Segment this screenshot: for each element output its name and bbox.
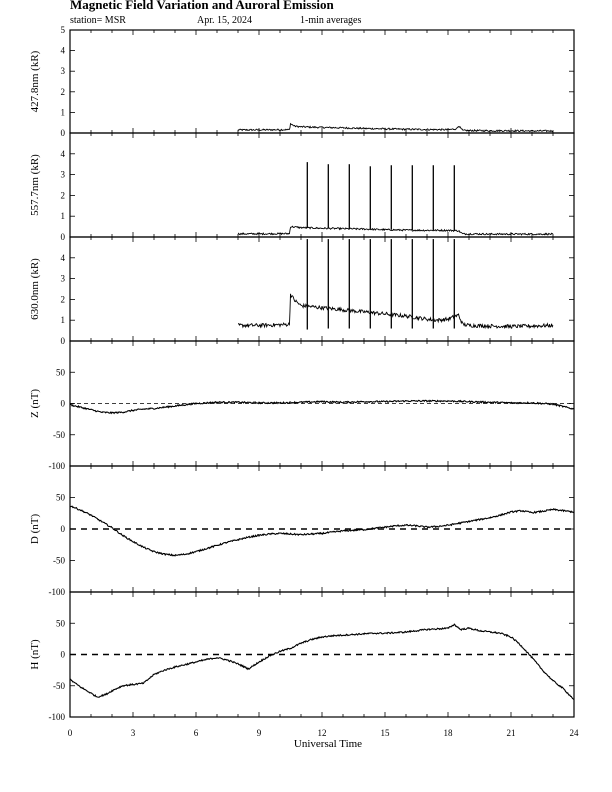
x-tick-label: 18: [444, 728, 454, 738]
panel-p5577: 0 1 2 3 4 557.7nm (kR): [29, 132, 575, 242]
x-tick-label: 12: [318, 728, 327, 738]
y-axis-title: 427.8nm (kR): [29, 50, 41, 112]
panel-frame: [69, 465, 575, 593]
y-tick-label: 5: [61, 25, 66, 35]
y-tick-label: 0: [61, 128, 66, 138]
y-axis-title: D (nT): [29, 514, 41, 545]
panel-pz: -100 -50 0 50 Z (nT): [29, 340, 575, 471]
y-axis-title: 630.0nm (kR): [29, 258, 41, 320]
panel-frame: [69, 132, 575, 238]
averaging-label: 1-min averages: [300, 15, 361, 26]
series-line: [237, 122, 554, 133]
y-tick-label: 1: [61, 211, 66, 221]
panel-p4278: 0 1 2 3 4 5 427.8nm (kR): [29, 25, 575, 138]
series-line: [70, 623, 574, 700]
y-tick-label: 0: [61, 650, 66, 660]
x-tick-label: 9: [257, 728, 262, 738]
x-tick-label: 15: [381, 728, 391, 738]
x-axis-title: Universal Time: [294, 738, 362, 750]
y-tick-label: -100: [49, 712, 66, 722]
y-tick-label: 4: [61, 149, 66, 159]
panel-p6300: 0 1 2 3 4 630.0nm (kR): [29, 236, 575, 346]
y-tick-label: 1: [61, 107, 66, 117]
station-label: station= MSR: [70, 15, 126, 26]
x-tick-label: 6: [194, 728, 199, 738]
y-tick-label: -100: [49, 461, 66, 471]
y-tick-label: 0: [61, 232, 66, 242]
panel-pd: -100 -50 0 50 D (nT): [29, 465, 575, 597]
panel-ph: -100 -50 0 50 H (nT): [29, 591, 575, 722]
y-tick-label: 4: [61, 253, 66, 263]
series-line: [70, 399, 574, 415]
y-tick-label: 1: [61, 315, 66, 325]
y-axis-title: Z (nT): [29, 389, 41, 418]
y-axis-title: 557.7nm (kR): [29, 154, 41, 216]
y-tick-label: 50: [56, 618, 66, 628]
panel-frame: [69, 29, 575, 134]
chart-title: Magnetic Field Variation and Auroral Emi…: [70, 0, 335, 12]
series-line: [237, 293, 554, 330]
y-tick-label: 4: [61, 46, 66, 56]
y-tick-label: 2: [61, 294, 66, 304]
date-label: Apr. 15, 2024: [197, 15, 252, 26]
y-tick-label: 3: [61, 66, 66, 76]
x-tick-label: 24: [570, 728, 580, 738]
y-tick-label: 50: [56, 367, 66, 377]
x-tick-label: 0: [68, 728, 73, 738]
x-tick-label: 21: [507, 728, 516, 738]
y-tick-label: 50: [56, 493, 66, 503]
y-tick-label: -50: [53, 681, 65, 691]
series-line: [237, 225, 554, 236]
panel-frame: [69, 591, 575, 718]
series-line: [70, 505, 574, 557]
y-tick-label: 0: [61, 399, 66, 409]
panel-frame: [69, 236, 575, 342]
y-axis-title: H (nT): [29, 639, 41, 670]
y-tick-label: -100: [49, 587, 66, 597]
y-tick-label: 3: [61, 170, 66, 180]
y-tick-label: 0: [61, 336, 66, 346]
x-tick-label: 3: [131, 728, 136, 738]
y-tick-label: 2: [61, 87, 66, 97]
y-tick-label: 2: [61, 190, 66, 200]
y-tick-label: -50: [53, 430, 65, 440]
y-tick-label: -50: [53, 556, 65, 566]
x-axis: 0 3 6 9 12 15 18 21 24: [68, 728, 579, 738]
y-tick-label: 0: [61, 524, 66, 534]
y-tick-label: 3: [61, 274, 66, 284]
panels: 0 1 2 3 4 5 427.8nm (kR) 0 1 2 3 4 557.7nm (kR) 0 1 2 3 4…: [29, 25, 575, 722]
